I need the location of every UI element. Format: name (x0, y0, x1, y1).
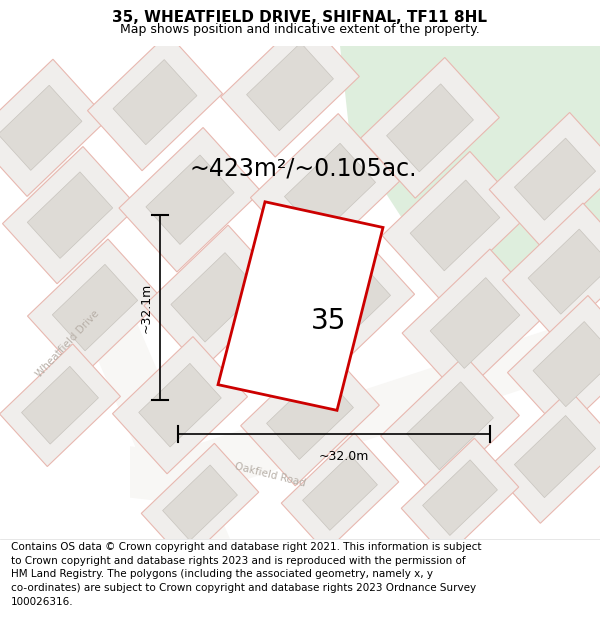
Polygon shape (144, 225, 286, 369)
Polygon shape (361, 58, 499, 198)
Text: ~32.0m: ~32.0m (319, 451, 369, 463)
Polygon shape (489, 112, 600, 246)
Polygon shape (508, 296, 600, 432)
Polygon shape (22, 366, 98, 444)
Polygon shape (112, 337, 248, 474)
Polygon shape (130, 312, 600, 502)
Polygon shape (430, 278, 520, 368)
Polygon shape (241, 345, 379, 486)
Polygon shape (340, 46, 600, 318)
Polygon shape (119, 127, 261, 272)
Polygon shape (28, 172, 113, 258)
Polygon shape (88, 34, 223, 171)
Polygon shape (52, 264, 137, 351)
Polygon shape (163, 465, 238, 541)
Text: ~32.1m: ~32.1m (139, 282, 152, 332)
Text: Map shows position and indicative extent of the property.: Map shows position and indicative extent… (120, 22, 480, 36)
Polygon shape (221, 16, 359, 157)
Polygon shape (146, 155, 234, 244)
Polygon shape (514, 138, 596, 220)
Polygon shape (266, 371, 353, 459)
Text: Oakfield Road: Oakfield Road (233, 461, 307, 489)
Polygon shape (28, 239, 163, 376)
Polygon shape (113, 59, 197, 144)
Polygon shape (410, 180, 500, 271)
Polygon shape (141, 443, 259, 562)
Polygon shape (533, 321, 600, 407)
Polygon shape (0, 85, 82, 171)
Polygon shape (422, 460, 497, 536)
Polygon shape (281, 433, 399, 552)
Polygon shape (407, 382, 493, 470)
Polygon shape (386, 84, 473, 172)
Polygon shape (218, 202, 383, 411)
Text: 35: 35 (311, 308, 346, 336)
Polygon shape (489, 390, 600, 523)
Polygon shape (514, 416, 596, 498)
Polygon shape (299, 256, 391, 349)
Polygon shape (265, 227, 415, 378)
Polygon shape (0, 59, 107, 196)
Polygon shape (250, 114, 400, 265)
Polygon shape (171, 253, 259, 342)
Text: Contains OS data © Crown copyright and database right 2021. This information is : Contains OS data © Crown copyright and d… (11, 542, 481, 607)
Polygon shape (380, 356, 520, 496)
Polygon shape (528, 229, 600, 314)
Text: 35, WHEATFIELD DRIVE, SHIFNAL, TF11 8HL: 35, WHEATFIELD DRIVE, SHIFNAL, TF11 8HL (113, 10, 487, 25)
Polygon shape (284, 143, 376, 236)
Polygon shape (0, 133, 230, 539)
Polygon shape (302, 455, 377, 531)
Polygon shape (2, 146, 137, 284)
Text: ~423m²/~0.105ac.: ~423m²/~0.105ac. (190, 157, 418, 181)
Polygon shape (382, 151, 528, 299)
Polygon shape (401, 438, 519, 557)
Polygon shape (247, 42, 334, 131)
Polygon shape (502, 203, 600, 340)
Polygon shape (0, 344, 121, 466)
Polygon shape (139, 363, 221, 447)
Text: Wheatfield Drive: Wheatfield Drive (34, 308, 101, 379)
Polygon shape (402, 249, 548, 397)
